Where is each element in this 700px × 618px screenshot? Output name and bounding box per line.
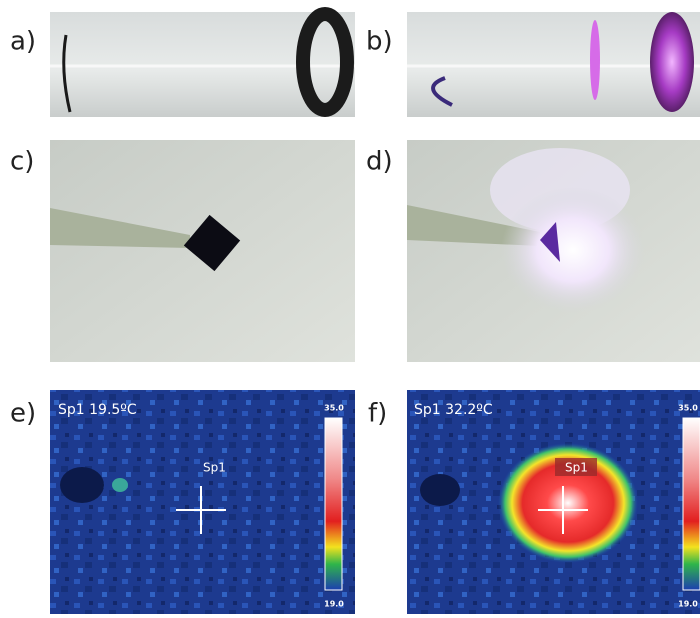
panel-c: c) xyxy=(10,140,355,362)
panel-b: b) xyxy=(366,12,700,117)
temp-readout: Sp1 19.5ºC xyxy=(58,402,137,418)
panel-label: b) xyxy=(366,27,393,57)
panel-label: c) xyxy=(10,147,34,177)
panel-label: d) xyxy=(366,147,393,177)
scale-min: 19.0 xyxy=(678,600,698,609)
scale-max: 35.0 xyxy=(678,404,698,413)
panel-d: d) xyxy=(366,140,700,362)
panel-f: Sp1 32.2ºC Sp1 35.0 19.0 f) xyxy=(368,390,700,614)
panel-a: a) xyxy=(10,12,355,117)
spot-label: Sp1 xyxy=(565,461,588,475)
panel-label: e) xyxy=(10,399,36,429)
panel-label: f) xyxy=(368,399,387,429)
panel-label: a) xyxy=(10,27,36,57)
temp-readout: Sp1 32.2ºC xyxy=(414,402,493,418)
figure: a) b) c) d) Sp1 19.5ºC Sp1 35.0 19.0 e) xyxy=(0,0,700,614)
spot-label: Sp1 xyxy=(203,461,226,475)
panel-e: Sp1 19.5ºC Sp1 35.0 19.0 e) xyxy=(10,390,355,614)
scale-max: 35.0 xyxy=(324,404,344,413)
scale-min: 19.0 xyxy=(324,600,344,609)
